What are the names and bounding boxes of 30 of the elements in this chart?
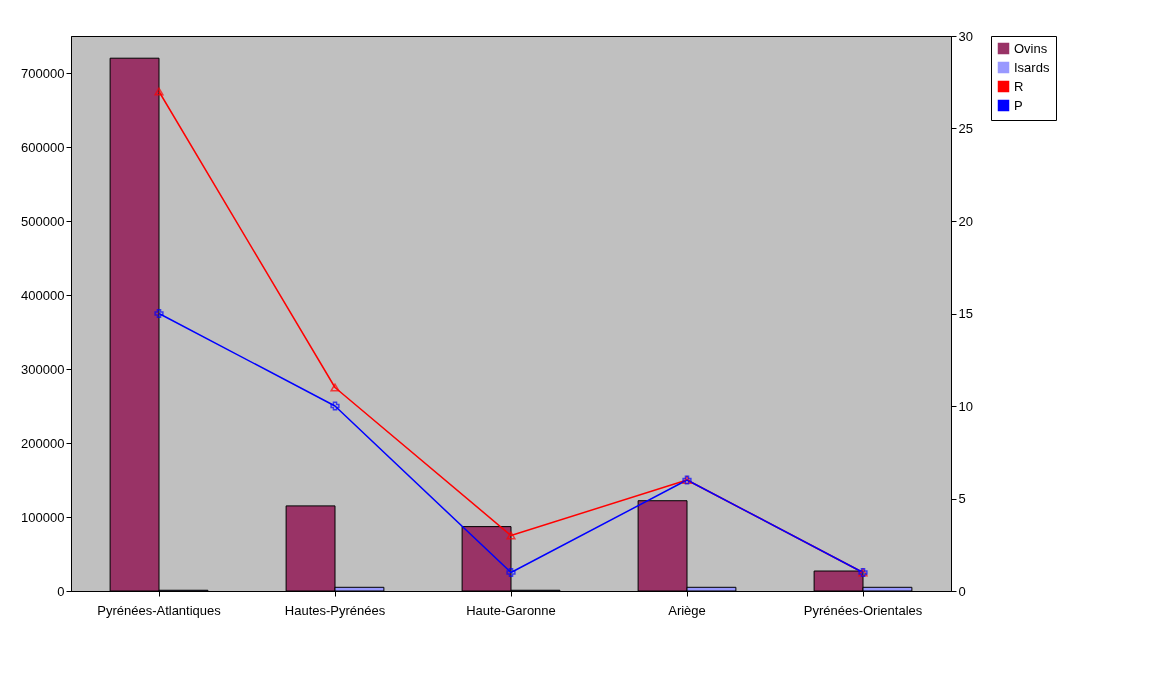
y-tick-label: 100000 — [21, 509, 65, 525]
x-tick-label: Haute-Garonne — [466, 602, 556, 618]
y2-tick-label: 5 — [958, 491, 966, 506]
point — [506, 531, 516, 540]
y-tick-label: 0 — [57, 583, 65, 599]
y2-tick-label: 15 — [958, 306, 973, 321]
y2-tick-label: 30 — [958, 28, 973, 44]
legend-label: P — [1014, 97, 1023, 113]
point — [330, 401, 340, 411]
y2-tick-label: 10 — [958, 398, 973, 414]
y2-tick-label: 0 — [958, 583, 966, 599]
point — [330, 383, 340, 392]
x-tick-label: Pyrénées-Orientales — [803, 602, 923, 618]
x-tick-label: Pyrénées-Atlantiques — [97, 602, 222, 618]
y2-tick-label: 25 — [958, 121, 973, 136]
x-tick-label: Ariège — [668, 602, 706, 618]
legend-label: Ovins — [1014, 40, 1048, 56]
y-tick-label: 700000 — [21, 65, 65, 81]
point — [154, 87, 164, 96]
point — [154, 308, 164, 319]
point — [506, 567, 516, 578]
x-tick-label: Hautes-Pyrénées — [284, 602, 386, 618]
y-tick-label: 500000 — [21, 213, 65, 229]
y-tick-label: 600000 — [21, 139, 65, 155]
legend-label: Isards — [1014, 59, 1050, 75]
y-tick-label: 400000 — [21, 287, 65, 303]
legend-label: R — [1014, 78, 1024, 94]
y2-tick-label: 20 — [958, 213, 973, 229]
y-tick-label: 200000 — [21, 435, 65, 451]
y-tick-label: 300000 — [21, 361, 65, 377]
